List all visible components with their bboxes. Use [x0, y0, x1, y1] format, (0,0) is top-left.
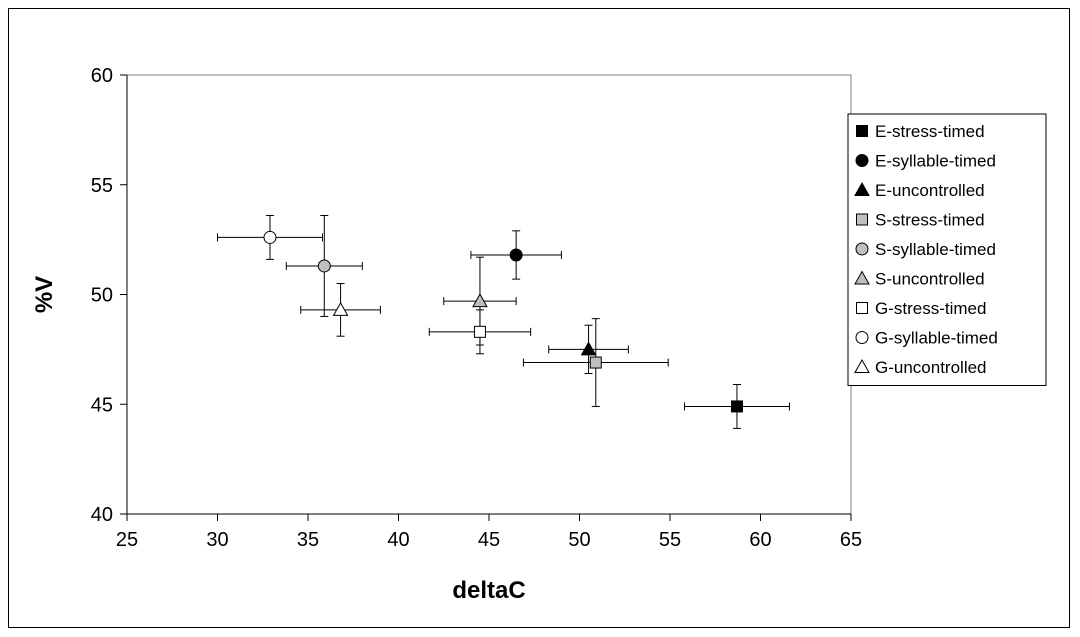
legend-box: [847, 113, 1047, 386]
legend-label: G-uncontrolled: [875, 358, 987, 377]
y-tick-label: 45: [91, 394, 113, 416]
data-point-G-stress-timed: [473, 325, 486, 338]
legend-label: G-stress-timed: [875, 299, 986, 318]
axes: 25 30 35 40 45 50 55 60 65 40 45 50 55 60: [91, 65, 862, 551]
legend-item: G-uncontrolled: [854, 358, 987, 377]
x-tick-label: 30: [206, 529, 228, 551]
legend-item: G-stress-timed: [856, 299, 986, 318]
legend-item: S-uncontrolled: [854, 270, 985, 289]
legend-marker: [855, 242, 869, 256]
y-axis-title: %V: [31, 276, 58, 313]
legend: E-stress-timed E-syllable-timed E-uncontro…: [847, 113, 1047, 386]
legend-marker: [856, 302, 868, 314]
legend-marker: [855, 154, 869, 167]
data-markers: [263, 230, 743, 413]
legend-label: E-stress-timed: [875, 122, 985, 141]
legend-marker: [856, 213, 868, 226]
legend-label: S-stress-timed: [875, 211, 985, 230]
data-point-E-syllable-timed: [509, 248, 523, 262]
x-tick-label: 25: [116, 529, 138, 551]
legend-label: S-syllable-timed: [875, 240, 996, 259]
legend-marker: [854, 181, 870, 196]
x-tick-label: 35: [297, 529, 319, 551]
legend-item: E-syllable-timed: [855, 152, 996, 171]
legend-item: E-uncontrolled: [854, 181, 985, 200]
legend-item: E-stress-timed: [856, 122, 985, 141]
x-tick-label: 40: [387, 529, 409, 551]
legend-label: G-syllable-timed: [875, 329, 998, 348]
x-axis-title: deltaC: [452, 577, 525, 604]
legend-label: E-uncontrolled: [875, 181, 985, 200]
x-tick-label: 50: [568, 529, 590, 551]
data-point-E-uncontrolled: [580, 341, 597, 356]
plot-area: [126, 74, 852, 515]
data-point-S-syllable-timed: [317, 259, 331, 273]
legend-marker: [854, 358, 870, 373]
x-tick-label: 65: [840, 529, 862, 551]
legend-marker: [856, 125, 868, 137]
y-tick-label: 60: [91, 65, 113, 87]
legend-marker: [855, 331, 869, 344]
data-point-S-uncontrolled: [472, 293, 488, 308]
x-tick-label: 60: [749, 529, 771, 551]
legend-item: S-stress-timed: [856, 211, 985, 230]
data-point-G-uncontrolled: [332, 301, 349, 316]
data-point-S-stress-timed: [589, 356, 602, 369]
error-bars: [217, 214, 790, 429]
legend-label: E-syllable-timed: [875, 152, 996, 171]
y-tick-label: 50: [91, 285, 113, 307]
data-point-E-stress-timed: [730, 400, 743, 413]
legend-item: G-syllable-timed: [855, 329, 998, 348]
x-tick-label: 55: [659, 529, 681, 551]
y-tick-label: 40: [91, 504, 113, 526]
legend-label: S-uncontrolled: [875, 270, 985, 289]
legend-marker: [854, 270, 870, 285]
data-point-G-syllable-timed: [263, 230, 277, 244]
x-tick-label: 45: [478, 529, 500, 551]
y-tick-label: 55: [91, 175, 113, 197]
legend-item: S-syllable-timed: [855, 240, 996, 259]
